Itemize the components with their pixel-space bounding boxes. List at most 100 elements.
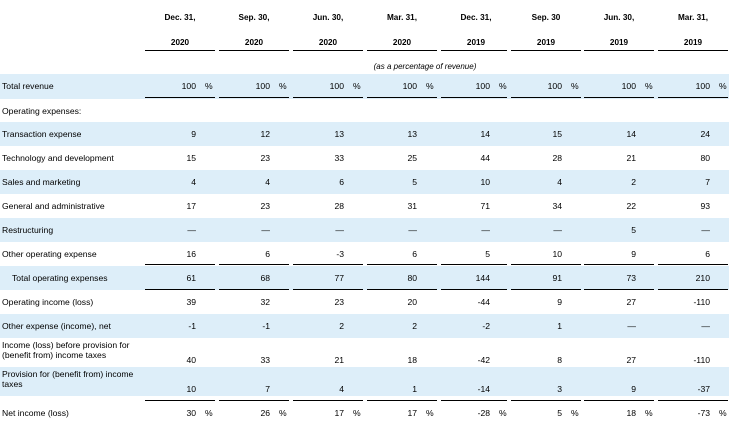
table-cell: 4	[557, 177, 562, 187]
table-cell: 39	[186, 297, 196, 307]
table-row: Technology and development 15 23 33 25 44 28 21…	[0, 146, 729, 170]
table-cell: 33	[334, 153, 344, 163]
table-cell: 2	[412, 321, 417, 331]
table-cell: 73	[626, 273, 636, 283]
table-rule	[367, 289, 437, 290]
row-label: General and administrative	[2, 201, 105, 211]
table-row: Restructuring — — — — — — 5 —	[0, 218, 729, 242]
table-row: Transaction expense 9 12 13 13 14 15 14 24	[0, 122, 729, 146]
table-cell: 23	[260, 153, 270, 163]
row-label: Transaction expense	[2, 129, 82, 139]
table-row: General and administrative 17 23 28 31 71 34 22…	[0, 194, 729, 218]
table-cell: 13	[334, 129, 344, 139]
col-header-year: 2020	[244, 38, 264, 47]
table-cell: —	[481, 225, 490, 235]
table-rule	[441, 289, 507, 290]
table-rule	[511, 97, 581, 98]
table-cell: 26	[260, 408, 270, 418]
table-cell: 22	[626, 201, 636, 211]
table-rule	[441, 264, 507, 265]
table-rule	[367, 97, 437, 98]
row-label: Operating income (loss)	[2, 297, 94, 307]
table-rule	[367, 400, 437, 401]
col-header-year: 2019	[683, 38, 703, 47]
col-header-year: 2019	[609, 38, 629, 47]
table-cell: 23	[334, 297, 344, 307]
percent-sign: %	[645, 408, 653, 418]
percent-sign: %	[499, 408, 507, 418]
table-cell: -44	[477, 297, 490, 307]
table-cell: 18	[626, 408, 636, 418]
header-rule	[219, 50, 289, 51]
row-label: Operating expenses:	[2, 106, 82, 116]
percent-sign: %	[205, 81, 213, 91]
header-rule	[145, 50, 215, 51]
table-rule	[145, 97, 215, 98]
table-row: Operating expenses:	[0, 100, 729, 122]
table-rule	[145, 289, 215, 290]
table-cell: 91	[552, 273, 562, 283]
table-cell: 15	[552, 129, 562, 139]
table-rule	[219, 264, 289, 265]
table-cell: 68	[260, 273, 270, 283]
table-cell: 20	[407, 297, 417, 307]
row-label: Net income (loss)	[2, 408, 69, 418]
table-cell: 17	[334, 408, 344, 418]
table-cell: 24	[700, 129, 710, 139]
table-rule	[511, 400, 581, 401]
table-cell: -110	[693, 297, 710, 307]
col-header-year: 2019	[466, 38, 486, 47]
header-rule	[584, 50, 654, 51]
table-cell: 80	[700, 153, 710, 163]
table-cell: 10	[186, 384, 196, 394]
table-cell: 4	[191, 177, 196, 187]
header-rule	[511, 50, 581, 51]
table-cell: 13	[407, 129, 417, 139]
header-rule	[658, 50, 728, 51]
table-cell: 9	[557, 297, 562, 307]
table-cell: —	[187, 225, 196, 235]
table-row: Other expense (income), net -1 -1 2 2 -2 1 — —	[0, 314, 729, 338]
row-label: Restructuring	[2, 225, 54, 235]
table-cell: 28	[334, 201, 344, 211]
table-cell: —	[553, 225, 562, 235]
table-cell: 34	[552, 201, 562, 211]
table-cell: 21	[334, 355, 344, 365]
table-cell: 5	[485, 249, 490, 259]
table-cell: 18	[407, 355, 417, 365]
table-cell: -28	[477, 408, 490, 418]
col-header-month: Mar. 31,	[386, 13, 418, 22]
table-rule	[584, 289, 654, 290]
table-cell: 6	[265, 249, 270, 259]
table-rule	[145, 264, 215, 265]
percent-sign: %	[279, 408, 287, 418]
row-label: Sales and marketing	[2, 177, 81, 187]
row-label: Technology and development	[2, 153, 114, 163]
table-cell: —	[701, 321, 710, 331]
table-cell: 7	[265, 384, 270, 394]
col-header-month: Dec. 31,	[460, 13, 492, 22]
table-cell: 3	[557, 384, 562, 394]
table-cell: 93	[700, 201, 710, 211]
table-cell: 10	[480, 177, 490, 187]
table-cell: —	[627, 321, 636, 331]
table-cell: -2	[482, 321, 490, 331]
table-rule	[584, 264, 654, 265]
percent-sign: %	[499, 81, 507, 91]
table-rule	[658, 400, 728, 401]
col-header-year: 2020	[318, 38, 338, 47]
table-cell: 14	[626, 129, 636, 139]
table-cell: -14	[477, 384, 490, 394]
col-header-month: Sep. 30	[531, 13, 561, 22]
table-cell: 27	[626, 297, 636, 307]
table-cell: —	[701, 225, 710, 235]
percent-sign: %	[279, 81, 287, 91]
row-label: Income (loss) before provision for (bene…	[2, 340, 130, 360]
table-cell: 33	[260, 355, 270, 365]
table-row: Total revenue 100% 100% 100% 100% 100% 100% 100…	[0, 74, 729, 99]
table-rule	[219, 400, 289, 401]
row-label: Other operating expense	[2, 249, 97, 259]
table-cell: 100	[329, 81, 344, 91]
table-cell: 12	[260, 129, 270, 139]
table-cell: —	[261, 225, 270, 235]
